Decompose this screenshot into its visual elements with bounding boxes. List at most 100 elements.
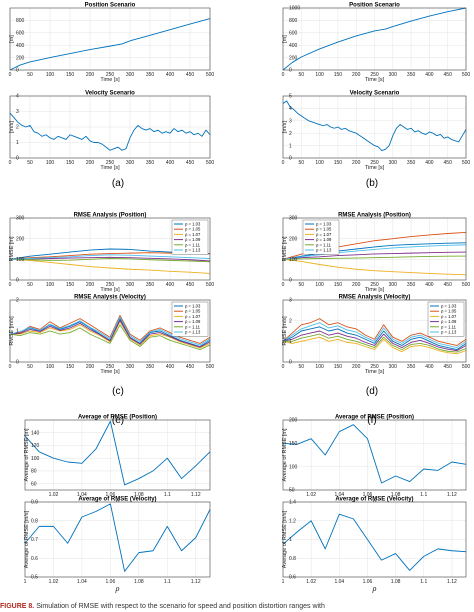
axes-box bbox=[9, 95, 211, 159]
y-tick-label: 0 bbox=[289, 68, 292, 74]
axes-box bbox=[282, 95, 467, 159]
x-tick-label: 150 bbox=[66, 160, 75, 166]
legend-entry: ρ = 1.05 bbox=[441, 309, 457, 314]
x-tick-label: 1.06 bbox=[106, 492, 116, 498]
chart-f1: 1.02 1.04 1.06 1.08 1.1 1.1250100150200Averag… bbox=[282, 415, 467, 506]
y-tick-label: 400 bbox=[16, 43, 25, 49]
legend-box bbox=[171, 301, 209, 337]
legend-entry: ρ = 1.07 bbox=[441, 314, 457, 319]
x-tick-label: 300 bbox=[389, 282, 398, 288]
x-tick-label: 200 bbox=[86, 72, 95, 78]
x-tick-label: 50 bbox=[299, 160, 305, 166]
x-tick-label: 350 bbox=[146, 282, 155, 288]
x-tick-label: 400 bbox=[166, 160, 175, 166]
y-tick-label: 3 bbox=[289, 119, 292, 125]
x-tick-label: 200 bbox=[352, 72, 361, 78]
x-axis-label: ρ bbox=[115, 497, 120, 506]
y-tick-label: 2 bbox=[289, 131, 292, 137]
series-line-1 bbox=[282, 7, 467, 71]
y-axis-label: Average of RMSE [m] bbox=[24, 428, 30, 482]
x-tick-label: 350 bbox=[407, 364, 416, 370]
x-tick-label: 300 bbox=[389, 364, 398, 370]
figure-caption-text: Simulation of RMSE with respect to the s… bbox=[36, 603, 325, 610]
y-tick-label: 1 bbox=[16, 140, 19, 146]
x-tick-label: 0 bbox=[282, 364, 285, 370]
y-tick-label: 800 bbox=[289, 18, 298, 24]
axes-box bbox=[282, 299, 467, 363]
y-tick-label: 600 bbox=[16, 31, 25, 37]
y-tick-label: 4 bbox=[16, 94, 19, 100]
y-tick-label: 0 bbox=[16, 68, 19, 74]
series-line-4 bbox=[9, 319, 211, 348]
y-axis-label: Average of RMSE [m/s] bbox=[282, 510, 288, 568]
x-tick-label: 1.06 bbox=[363, 492, 373, 498]
legend-entry: ρ = 1.09 bbox=[185, 237, 201, 242]
x-tick-label: 350 bbox=[146, 364, 155, 370]
legend: ρ = 1.03ρ = 1.05ρ = 1.07ρ = 1.09ρ = 1.11… bbox=[427, 301, 465, 337]
y-tick-label: 50 bbox=[289, 488, 295, 494]
y-tick-label: 200 bbox=[16, 236, 25, 242]
x-tick-label: 250 bbox=[370, 282, 379, 288]
y-tick-label: 1.2 bbox=[289, 518, 296, 524]
x-tick-label: 200 bbox=[86, 364, 95, 370]
x-tick-label: 1 bbox=[24, 579, 27, 585]
y-axis-label: [m/s] bbox=[282, 121, 288, 133]
x-tick-label: 450 bbox=[186, 364, 195, 370]
legend-entry: ρ = 1.09 bbox=[316, 237, 332, 242]
x-tick-label: 300 bbox=[126, 282, 135, 288]
x-tick-label: 0 bbox=[9, 72, 12, 78]
series-line-4 bbox=[282, 251, 467, 260]
y-tick-label: 100 bbox=[289, 464, 298, 470]
chart-title: RMSE Analysis (Velocity) bbox=[74, 295, 146, 301]
y-tick-label: 0 bbox=[289, 360, 292, 366]
x-tick-label: 250 bbox=[370, 364, 379, 370]
x-axis-label: Time [s] bbox=[100, 287, 120, 293]
y-tick-label: 0.8 bbox=[289, 556, 296, 562]
legend-entry: ρ = 1.05 bbox=[185, 227, 201, 232]
x-tick-label: 50 bbox=[299, 72, 305, 78]
plot-area bbox=[283, 420, 466, 490]
chart-b2: 0 50 100 150 200 250 300 350 400 450 500 0 1 2 3 4 5 Velo… bbox=[282, 91, 471, 172]
y-tick-label: 100 bbox=[289, 257, 298, 263]
legend-entry: ρ = 1.13 bbox=[316, 248, 332, 253]
chart-c2: 0 50 100 150 200 250 300 350 400 450 500 0 1 2 RMSE An… bbox=[9, 295, 215, 376]
x-tick-label: 100 bbox=[315, 160, 324, 166]
x-tick-label: 1.1 bbox=[420, 492, 427, 498]
x-tick-label: 50 bbox=[27, 282, 33, 288]
axes-box bbox=[282, 217, 467, 281]
series-line-6 bbox=[282, 244, 467, 260]
x-tick-label: 150 bbox=[334, 160, 343, 166]
x-tick-label: 350 bbox=[407, 72, 416, 78]
x-tick-label: 50 bbox=[299, 282, 305, 288]
y-tick-label: 1 bbox=[289, 339, 292, 345]
panel-label-a: (a) bbox=[112, 178, 124, 189]
x-axis-label: Time [s] bbox=[100, 369, 120, 375]
x-tick-label: 150 bbox=[66, 72, 75, 78]
x-tick-label: 200 bbox=[352, 364, 361, 370]
legend-entry: ρ = 1.13 bbox=[441, 330, 457, 335]
x-tick-label: 250 bbox=[106, 282, 115, 288]
x-tick-label: 1.02 bbox=[49, 492, 59, 498]
chart-d1: 0 50 100 150 200 250 300 350 400 450 500 0 100 200 300… bbox=[282, 213, 471, 294]
x-tick-label: 0 bbox=[9, 160, 12, 166]
axes-box bbox=[24, 501, 211, 578]
x-tick-label: 1.1 bbox=[164, 579, 171, 585]
y-tick-label: 150 bbox=[289, 441, 298, 447]
x-tick-label: 1.02 bbox=[306, 579, 316, 585]
x-tick-label: 100 bbox=[315, 364, 324, 370]
x-tick-label: 0 bbox=[9, 282, 12, 288]
y-tick-label: 0.6 bbox=[289, 575, 296, 581]
legend-entry: ρ = 1.03 bbox=[185, 304, 201, 309]
x-tick-label: 200 bbox=[352, 160, 361, 166]
series-line-2 bbox=[282, 318, 467, 346]
x-tick-label: 250 bbox=[106, 72, 115, 78]
y-tick-label: 3 bbox=[289, 298, 292, 304]
x-tick-label: 200 bbox=[352, 282, 361, 288]
series-line-3 bbox=[10, 321, 211, 349]
panel-labels: (a) (b) (c) (d) (e) (f) bbox=[112, 178, 378, 426]
series-line-1 bbox=[282, 513, 467, 571]
x-tick-label: 400 bbox=[425, 160, 434, 166]
panel-label-e: (e) bbox=[112, 415, 124, 426]
chart-b1: 0 50 100 150 200 250 300 350 400 450 500 0 200 400 600… bbox=[282, 3, 471, 84]
y-axis-label: RMSE [m/s] bbox=[9, 316, 15, 346]
